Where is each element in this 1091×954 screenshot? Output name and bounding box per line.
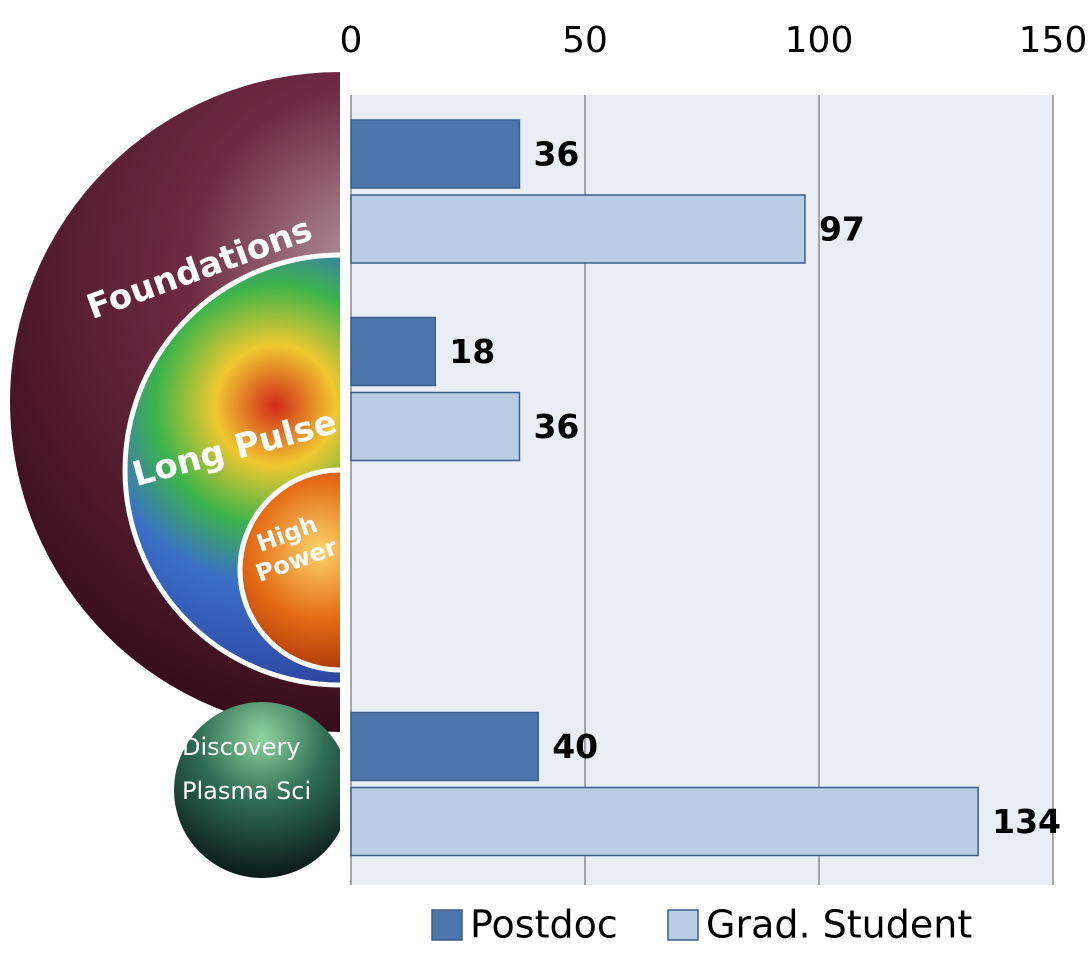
bar bbox=[350, 711, 539, 782]
x-tick-label: 50 bbox=[562, 20, 608, 61]
legend-swatch bbox=[431, 909, 463, 941]
discovery-image bbox=[174, 702, 340, 878]
high-power-image bbox=[237, 467, 340, 673]
legend-label: Grad. Student bbox=[706, 903, 972, 947]
data-label: 36 bbox=[533, 407, 579, 446]
x-tick-label: 100 bbox=[785, 20, 854, 61]
data-label: 97 bbox=[819, 210, 865, 249]
bar bbox=[350, 391, 521, 462]
bar bbox=[350, 194, 806, 264]
bar bbox=[350, 316, 436, 387]
bar bbox=[350, 786, 979, 857]
legend-label: Postdoc bbox=[470, 903, 618, 947]
bar bbox=[350, 119, 521, 189]
x-tick-label: 150 bbox=[1019, 20, 1088, 61]
data-label: 134 bbox=[992, 802, 1061, 841]
legend-swatch bbox=[667, 909, 699, 941]
category-label: Discovery Plasma Sci bbox=[182, 733, 311, 805]
category-images bbox=[10, 72, 340, 878]
data-label: 36 bbox=[533, 135, 579, 174]
data-label: 18 bbox=[449, 332, 495, 371]
x-tick-label: 0 bbox=[340, 20, 363, 61]
data-label: 40 bbox=[552, 727, 598, 766]
